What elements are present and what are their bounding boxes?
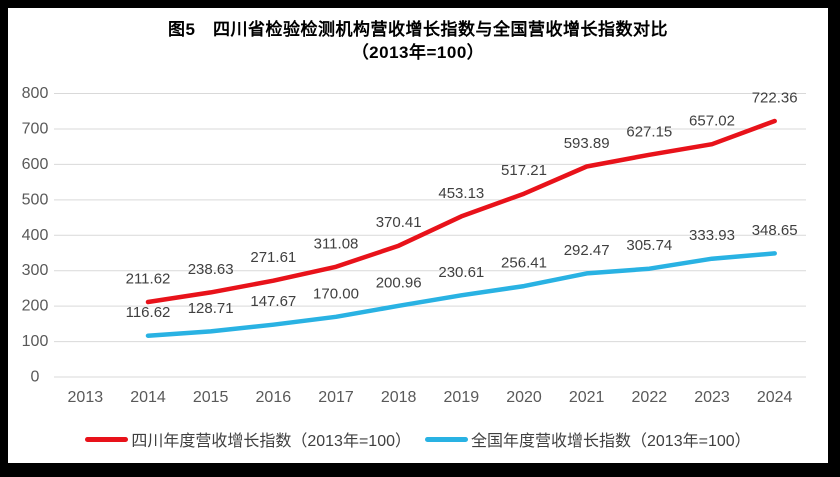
chart-title-line2: （2013年=100）: [351, 43, 485, 62]
data-label: 311.08: [314, 235, 359, 252]
data-label: 722.36: [752, 90, 798, 107]
data-label: 211.62: [126, 271, 171, 288]
data-label: 116.62: [126, 304, 171, 321]
data-label: 238.63: [188, 261, 234, 278]
data-label: 147.67: [250, 293, 296, 310]
data-label: 292.47: [564, 242, 610, 259]
data-label: 627.15: [626, 123, 672, 140]
line-chart: 0 100 200 300 400 500 600 700 800 2013 2014 2015 201…: [22, 85, 806, 406]
y-axis-tick-label: 0: [31, 369, 40, 386]
y-axis-tick-label: 800: [22, 85, 49, 102]
y-axis-tick-label: 300: [22, 262, 49, 279]
data-label: 305.74: [626, 237, 672, 254]
legend-label: 四川年度营收增长指数（2013年=100）: [131, 433, 411, 450]
data-label: 657.02: [689, 113, 735, 130]
y-axis-tick-label: 500: [22, 191, 49, 208]
x-axis-tick-label: 2022: [632, 389, 668, 406]
y-axis-tick-label: 100: [22, 333, 49, 350]
x-axis-tick-label: 2019: [444, 389, 480, 406]
x-axis-tick-label: 2021: [569, 389, 605, 406]
legend-label: 全国年度营收增长指数（2013年=100）: [471, 433, 751, 450]
chart-title: 图5 四川省检验检测机构营收增长指数与全国营收增长指数对比 （2013年=100…: [8, 18, 828, 64]
x-axis-tick-label: 2020: [506, 389, 542, 406]
series-line: [145, 251, 777, 338]
chart-title-line1: 图5 四川省检验检测机构营收增长指数与全国营收增长指数对比: [168, 20, 668, 39]
x-axis-tick-label: 2017: [318, 389, 354, 406]
y-axis-tick-label: 200: [22, 298, 49, 315]
series-line: [145, 118, 777, 305]
data-label: 370.41: [376, 214, 422, 231]
x-axis-tick-label: 2013: [68, 389, 104, 406]
y-axis-tick-label: 700: [22, 120, 49, 137]
data-label: 200.96: [376, 274, 422, 291]
data-label: 453.13: [438, 185, 484, 202]
data-label: 271.61: [250, 249, 296, 266]
chart-legend: 四川年度营收增长指数（2013年=100） 全国年度营收增长指数（2013年=10…: [8, 427, 828, 451]
data-label: 128.71: [188, 300, 234, 317]
data-label: 333.93: [689, 227, 735, 244]
chart-content: 图5 四川省检验检测机构营收增长指数与全国营收增长指数对比 （2013年=100…: [8, 8, 828, 463]
x-axis-tick-label: 2024: [757, 389, 793, 406]
x-axis-tick-label: 2016: [256, 389, 292, 406]
data-label: 230.61: [438, 264, 484, 281]
data-label: 170.00: [313, 285, 359, 302]
y-axis-tick-label: 600: [22, 156, 49, 173]
legend-item: 全国年度营收增长指数（2013年=100）: [425, 427, 751, 451]
x-axis-tick-label: 2023: [694, 389, 730, 406]
x-axis-tick-label: 2015: [193, 389, 229, 406]
legend-line-swatch: [85, 436, 129, 442]
data-label: 517.21: [501, 162, 547, 179]
data-label: 348.65: [752, 222, 798, 239]
legend-line-swatch: [425, 436, 468, 442]
data-label: 256.41: [501, 255, 547, 272]
x-axis-tick-label: 2014: [130, 389, 166, 406]
x-axis-tick-label: 2018: [381, 389, 417, 406]
legend-item: 四川年度营收增长指数（2013年=100）: [85, 427, 411, 451]
data-label: 593.89: [564, 135, 610, 152]
y-axis-tick-label: 400: [22, 227, 49, 244]
